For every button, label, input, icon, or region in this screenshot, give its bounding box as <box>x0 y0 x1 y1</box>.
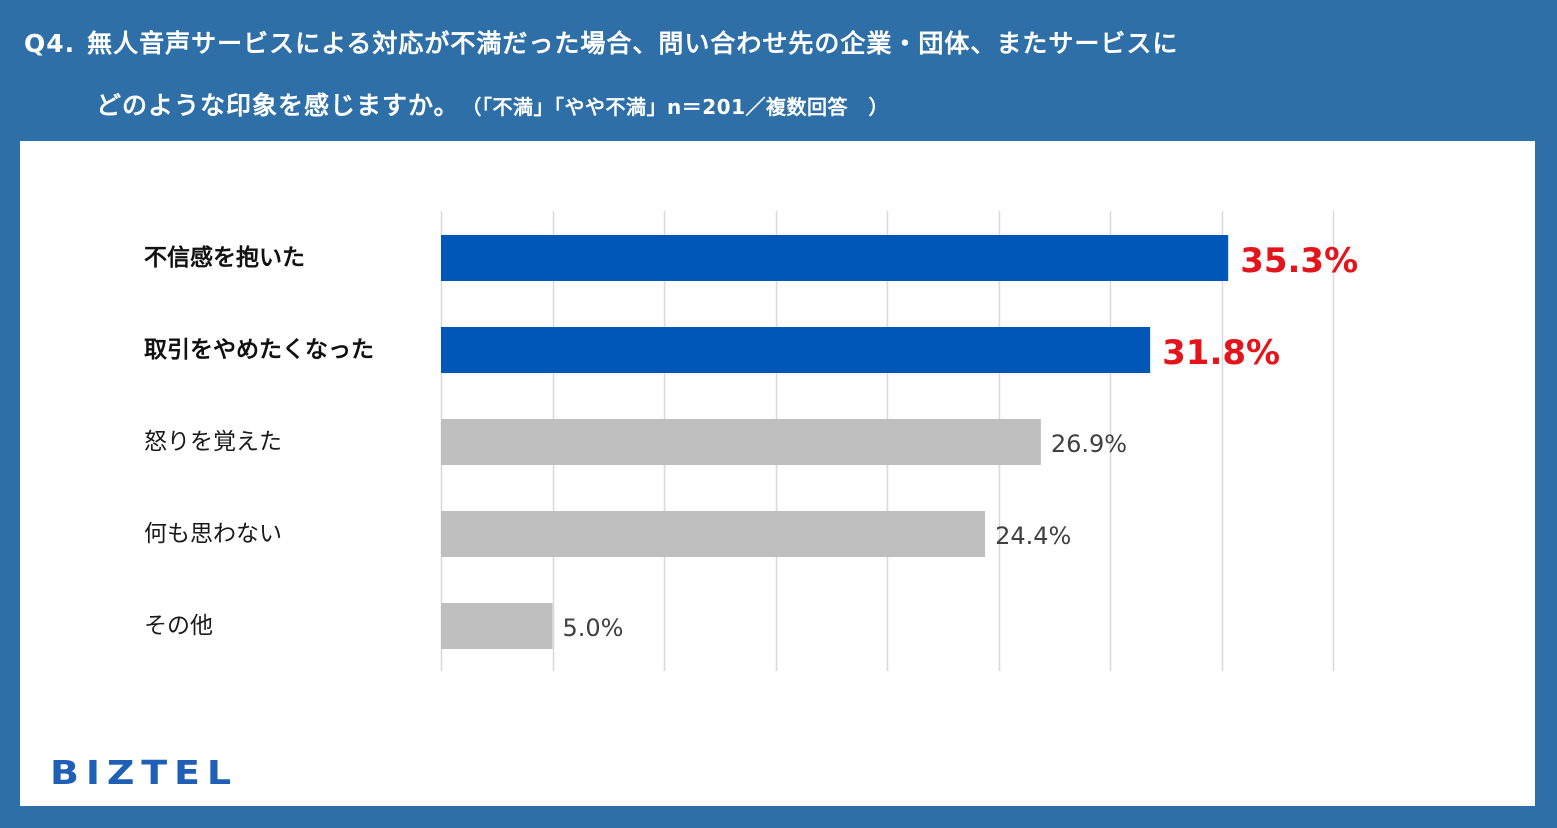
value-label: 26.9% <box>1051 430 1127 458</box>
bar <box>441 603 553 649</box>
bar <box>441 419 1041 465</box>
value-label: 24.4% <box>995 522 1071 550</box>
bar <box>441 327 1151 373</box>
bar-chart: 不信感を抱いた 35.3% 取引をやめたくなった 31.8% 怒りを覚えた 26.9% 何も… <box>144 211 1358 671</box>
question-text-line-2: どのような印象を感じますか。 <box>96 91 460 120</box>
category-label: その他 <box>144 613 213 639</box>
category-label: 怒りを覚えた <box>144 429 282 455</box>
category-label: 取引をやめたくなった <box>144 337 374 363</box>
biztel-logo: BIZTEL <box>50 753 238 792</box>
value-label: 31.8% <box>1162 333 1280 373</box>
chart-title-line-2: どのような印象を感じますか。 （「不満」「やや不満」n＝201／複数回答 ） <box>96 86 889 122</box>
value-label: 35.3% <box>1240 241 1358 281</box>
bar <box>441 511 986 557</box>
question-number: Q4. <box>24 29 76 58</box>
category-label: 不信感を抱いた <box>144 244 305 271</box>
chart-panel: 不信感を抱いた 35.3% 取引をやめたくなった 31.8% 怒りを覚えた 26.9% 何も… <box>20 141 1535 806</box>
chart-title-line-1: Q4. 無人音声サービスによる対応が不満だった場合、問い合わせ先の企業・団体、また… <box>24 24 1178 60</box>
question-text-line-1: 無人音声サービスによる対応が不満だった場合、問い合わせ先の企業・団体、またサービ… <box>87 29 1179 58</box>
bar <box>441 235 1229 281</box>
category-label: 何も思わない <box>144 521 282 547</box>
value-label: 5.0% <box>563 614 624 642</box>
sample-note: （「不満」「やや不満」n＝201／複数回答 ） <box>471 95 890 119</box>
